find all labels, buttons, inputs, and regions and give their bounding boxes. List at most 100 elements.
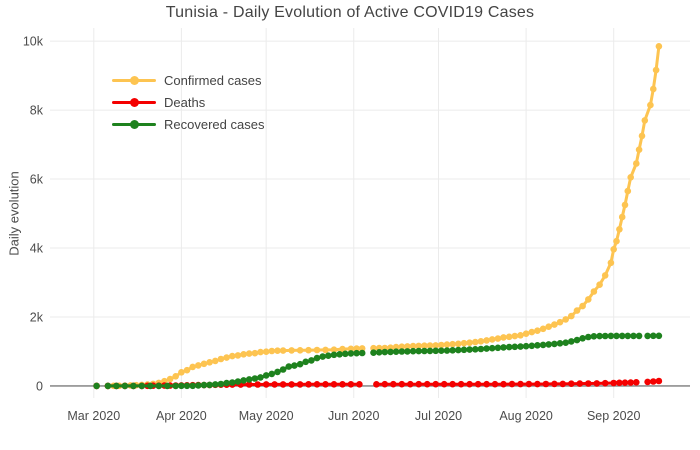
data-point-confirmed-cases[interactable] xyxy=(616,226,623,233)
data-point-recovered-cases[interactable] xyxy=(528,342,536,350)
data-point-deaths[interactable] xyxy=(633,379,640,386)
data-point-recovered-cases[interactable] xyxy=(650,332,657,340)
data-point-confirmed-cases[interactable] xyxy=(245,350,253,357)
data-point-recovered-cases[interactable] xyxy=(398,348,406,355)
data-point-confirmed-cases[interactable] xyxy=(353,345,360,352)
data-point-recovered-cases[interactable] xyxy=(240,377,247,384)
data-point-recovered-cases[interactable] xyxy=(164,382,171,390)
data-point-recovered-cases[interactable] xyxy=(630,332,637,340)
data-point-deaths[interactable] xyxy=(457,380,465,388)
data-point-recovered-cases[interactable] xyxy=(178,382,185,390)
data-point-confirmed-cases[interactable] xyxy=(438,341,445,349)
data-point-confirmed-cases[interactable] xyxy=(621,201,629,209)
data-point-recovered-cases[interactable] xyxy=(421,347,428,355)
data-point-confirmed-cases[interactable] xyxy=(585,296,592,303)
data-point-recovered-cases[interactable] xyxy=(279,366,287,373)
data-point-confirmed-cases[interactable] xyxy=(579,302,586,310)
data-point-deaths[interactable] xyxy=(655,377,663,385)
legend-item-deaths[interactable]: Deaths xyxy=(112,93,264,111)
data-point-confirmed-cases[interactable] xyxy=(172,373,179,380)
data-point-recovered-cases[interactable] xyxy=(330,351,338,359)
data-point-recovered-cases[interactable] xyxy=(172,382,179,390)
data-point-recovered-cases[interactable] xyxy=(483,345,490,352)
data-point-recovered-cases[interactable] xyxy=(302,358,310,366)
data-point-recovered-cases[interactable] xyxy=(522,342,530,350)
data-point-confirmed-cases[interactable] xyxy=(500,334,507,341)
data-point-confirmed-cases[interactable] xyxy=(217,355,225,363)
data-point-confirmed-cases[interactable] xyxy=(409,342,417,350)
data-point-confirmed-cases[interactable] xyxy=(573,307,581,314)
data-point-recovered-cases[interactable] xyxy=(534,342,541,349)
data-point-confirmed-cases[interactable] xyxy=(472,338,479,346)
data-point-confirmed-cases[interactable] xyxy=(517,332,524,339)
data-point-recovered-cases[interactable] xyxy=(93,382,100,390)
data-point-deaths[interactable] xyxy=(440,380,448,388)
data-point-recovered-cases[interactable] xyxy=(212,381,219,388)
data-point-confirmed-cases[interactable] xyxy=(613,237,620,245)
data-point-confirmed-cases[interactable] xyxy=(257,348,264,356)
data-point-recovered-cases[interactable] xyxy=(556,340,564,347)
data-point-deaths[interactable] xyxy=(262,381,270,388)
data-point-confirmed-cases[interactable] xyxy=(358,345,366,352)
data-point-recovered-cases[interactable] xyxy=(432,347,440,355)
data-point-recovered-cases[interactable] xyxy=(245,376,253,383)
data-point-recovered-cases[interactable] xyxy=(590,333,598,340)
data-point-recovered-cases[interactable] xyxy=(607,332,615,340)
data-point-confirmed-cases[interactable] xyxy=(274,347,281,355)
data-point-deaths[interactable] xyxy=(585,380,592,387)
data-point-confirmed-cases[interactable] xyxy=(313,346,321,354)
data-point-recovered-cases[interactable] xyxy=(387,348,394,356)
data-point-deaths[interactable] xyxy=(423,380,431,388)
data-point-recovered-cases[interactable] xyxy=(319,353,327,360)
data-point-recovered-cases[interactable] xyxy=(381,348,389,356)
data-point-recovered-cases[interactable] xyxy=(585,333,592,341)
data-point-deaths[interactable] xyxy=(610,379,617,387)
data-point-confirmed-cases[interactable] xyxy=(206,359,213,366)
data-point-confirmed-cases[interactable] xyxy=(404,343,411,350)
data-point-recovered-cases[interactable] xyxy=(155,382,163,390)
data-point-deaths[interactable] xyxy=(347,381,355,388)
data-point-confirmed-cases[interactable] xyxy=(443,341,451,348)
data-point-recovered-cases[interactable] xyxy=(375,349,383,356)
data-point-confirmed-cases[interactable] xyxy=(330,346,338,354)
data-point-recovered-cases[interactable] xyxy=(449,347,456,354)
data-point-confirmed-cases[interactable] xyxy=(655,43,663,50)
data-point-recovered-cases[interactable] xyxy=(539,341,547,349)
data-point-recovered-cases[interactable] xyxy=(460,346,468,354)
data-point-recovered-cases[interactable] xyxy=(573,336,581,344)
data-point-recovered-cases[interactable] xyxy=(392,348,400,356)
data-point-recovered-cases[interactable] xyxy=(415,347,423,355)
data-point-confirmed-cases[interactable] xyxy=(223,354,230,361)
data-point-recovered-cases[interactable] xyxy=(655,332,663,340)
data-point-recovered-cases[interactable] xyxy=(268,370,276,378)
data-point-recovered-cases[interactable] xyxy=(195,382,202,389)
data-point-recovered-cases[interactable] xyxy=(200,381,208,389)
data-point-recovered-cases[interactable] xyxy=(234,378,242,385)
data-point-confirmed-cases[interactable] xyxy=(607,259,615,267)
data-point-confirmed-cases[interactable] xyxy=(647,101,654,109)
legend-item-recovered-cases[interactable]: Recovered cases xyxy=(112,115,264,133)
data-point-deaths[interactable] xyxy=(305,381,312,388)
data-point-recovered-cases[interactable] xyxy=(285,363,293,370)
data-point-recovered-cases[interactable] xyxy=(121,382,129,390)
data-point-deaths[interactable] xyxy=(330,381,338,388)
data-point-deaths[interactable] xyxy=(390,380,397,388)
data-point-recovered-cases[interactable] xyxy=(370,349,377,357)
data-point-confirmed-cases[interactable] xyxy=(494,335,502,342)
data-point-recovered-cases[interactable] xyxy=(183,382,191,390)
data-point-confirmed-cases[interactable] xyxy=(240,351,247,358)
data-point-recovered-cases[interactable] xyxy=(568,338,575,345)
data-point-recovered-cases[interactable] xyxy=(562,339,569,347)
data-point-recovered-cases[interactable] xyxy=(438,347,445,355)
data-point-deaths[interactable] xyxy=(398,380,406,388)
data-point-confirmed-cases[interactable] xyxy=(545,323,552,331)
data-point-deaths[interactable] xyxy=(644,378,651,386)
data-point-deaths[interactable] xyxy=(449,380,456,388)
data-point-confirmed-cases[interactable] xyxy=(466,339,473,347)
data-point-confirmed-cases[interactable] xyxy=(200,360,208,368)
data-point-confirmed-cases[interactable] xyxy=(522,330,530,338)
data-point-recovered-cases[interactable] xyxy=(308,357,315,364)
data-point-confirmed-cases[interactable] xyxy=(650,85,657,93)
data-point-deaths[interactable] xyxy=(271,381,278,388)
data-point-recovered-cases[interactable] xyxy=(443,347,451,354)
